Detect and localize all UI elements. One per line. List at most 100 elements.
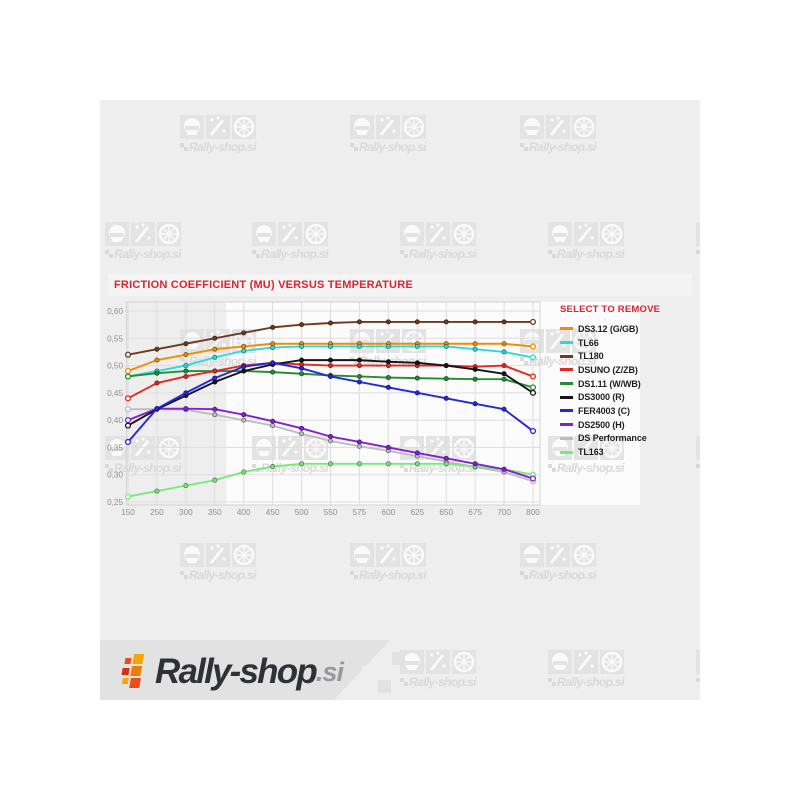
data-point	[356, 443, 362, 449]
data-point	[529, 389, 537, 396]
watermark: Rally-shop.si	[252, 222, 332, 261]
x-axis-tick-label: 625	[410, 508, 424, 517]
y-axis-tick-label: 0,35	[107, 443, 123, 452]
footer-logo-brand: Rally-shop	[155, 652, 318, 691]
watermark-text: Rally-shop.si	[180, 140, 260, 154]
data-point	[154, 357, 160, 363]
legend-item-ds1-11-w-wb-[interactable]: DS1.11 (W/WB)	[560, 377, 696, 391]
watermark-tile-icon	[206, 543, 230, 567]
data-point	[414, 343, 420, 349]
data-point	[443, 343, 449, 349]
data-point	[241, 417, 247, 423]
banner-checker-square	[378, 680, 391, 693]
watermark-tile-icon	[426, 650, 450, 674]
watermark-tile-icon	[157, 222, 181, 246]
data-point	[124, 367, 132, 375]
data-point	[385, 359, 391, 365]
data-point	[270, 360, 276, 366]
data-point	[327, 343, 333, 349]
legend-item-dsuno-z-zb-[interactable]: DSUNO (Z/ZB)	[560, 363, 696, 377]
legend-item-ds2500-h-[interactable]: DS2500 (H)	[560, 418, 696, 432]
footer-logo: Rally-shop .si	[120, 650, 344, 694]
data-point	[241, 412, 247, 418]
watermark: Rally-shop.si	[105, 436, 185, 475]
watermark-tile-icon	[574, 222, 598, 246]
data-point	[414, 390, 420, 396]
watermark-tile-icon	[232, 115, 256, 139]
data-point	[327, 434, 333, 440]
data-point	[356, 357, 362, 363]
data-point	[501, 371, 507, 377]
data-point	[154, 380, 160, 386]
legend-color-swatch	[560, 354, 573, 358]
data-point	[385, 461, 391, 467]
y-axis-tick-label: 0,45	[107, 389, 123, 398]
data-point	[212, 477, 218, 483]
x-axis-tick-label: 550	[324, 508, 338, 517]
watermark-tile-icon	[180, 543, 204, 567]
legend-label: TL163	[578, 447, 604, 458]
legend-item-fer4003-c-[interactable]: FER4003 (C)	[560, 404, 696, 418]
data-point	[327, 438, 333, 444]
x-axis-tick-label: 800	[526, 508, 540, 517]
data-point	[299, 357, 305, 363]
data-point	[124, 373, 132, 380]
legend-item-tl163[interactable]: TL163	[560, 445, 696, 459]
watermark-tile-icon	[402, 329, 426, 353]
watermark-tile-icon	[452, 650, 476, 674]
legend-item-ds-performance[interactable]: DS Performance	[560, 432, 696, 446]
data-point	[183, 373, 189, 379]
legend-item-tl66[interactable]: TL66	[560, 336, 696, 350]
data-point	[212, 346, 218, 352]
x-axis-tick-label: 675	[468, 508, 482, 517]
watermark-tile-icon	[600, 222, 624, 246]
data-point	[124, 438, 132, 446]
data-point	[241, 330, 247, 336]
legend-label: FER4003 (C)	[578, 405, 630, 416]
watermark-text: Rally-shop.si	[548, 675, 628, 689]
y-axis-tick-label: 0,30	[107, 471, 123, 480]
watermark-tile-icon	[252, 436, 276, 460]
data-point	[183, 363, 189, 369]
data-point	[472, 341, 478, 347]
watermark: Rally-shop.si	[400, 650, 480, 689]
watermark-tile-icon	[105, 222, 129, 246]
watermark-tile-icon	[696, 436, 700, 460]
watermark-tile-icon	[520, 115, 544, 139]
watermark-tile-icon	[131, 222, 155, 246]
footer-logo-tld: .si	[315, 656, 344, 687]
data-point	[472, 319, 478, 325]
watermark-tile-icon	[696, 650, 700, 674]
watermark-tile-icon	[304, 222, 328, 246]
legend-item-ds3-12-g-gb-[interactable]: DS3.12 (G/GB)	[560, 322, 696, 336]
watermark: Rally-shop.si	[400, 222, 480, 261]
data-point	[183, 390, 189, 396]
watermark-tile-icon	[252, 222, 276, 246]
x-axis-tick-label: 700	[497, 508, 511, 517]
watermark-tile-icon	[131, 436, 155, 460]
x-axis-tick-label: 450	[266, 508, 280, 517]
data-point	[385, 384, 391, 390]
legend-item-ds3000-r-[interactable]: DS3000 (R)	[560, 390, 696, 404]
data-point	[356, 363, 362, 369]
legend-color-swatch	[560, 382, 573, 386]
banner-checker-square	[362, 666, 375, 679]
data-point	[299, 322, 305, 328]
data-point	[241, 368, 247, 374]
data-point	[356, 439, 362, 445]
watermark-text: Rally-shop.si	[105, 247, 185, 261]
legend-item-tl180[interactable]: TL180	[560, 349, 696, 363]
watermark-text: Rally-shop.si	[105, 461, 185, 475]
data-point	[443, 455, 449, 461]
y-axis-tick-label: 0,60	[107, 307, 123, 316]
data-point	[327, 363, 333, 369]
legend-label: TL66	[578, 337, 599, 348]
data-point	[124, 422, 132, 429]
data-point	[501, 349, 507, 355]
watermark-tile-icon	[350, 115, 374, 139]
data-point	[443, 461, 449, 467]
data-point	[212, 354, 218, 360]
data-point	[270, 324, 276, 330]
data-point	[154, 370, 160, 376]
content-area: Rally-shop.si Rally-shop.si Rally-shop.si R…	[100, 100, 700, 700]
